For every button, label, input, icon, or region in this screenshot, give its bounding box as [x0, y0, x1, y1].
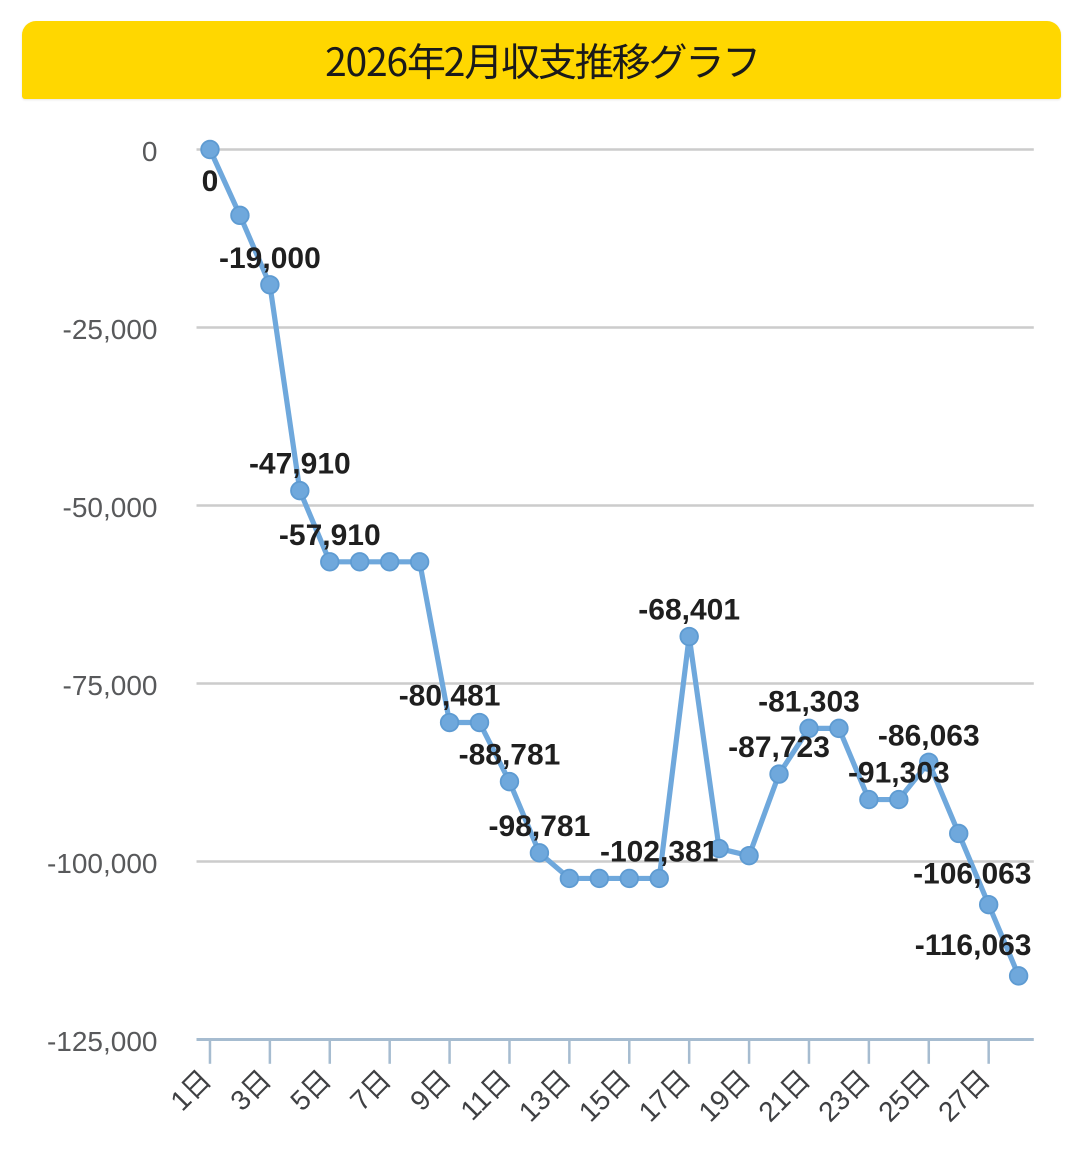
x-tick-label: 7: [344, 1069, 391, 1117]
data-point[interactable]: [290, 480, 310, 501]
x-tick-label: 21: [752, 1069, 810, 1128]
data-point[interactable]: [619, 868, 639, 889]
data-line: [207, 146, 1022, 979]
data-point[interactable]: [589, 868, 610, 889]
data-labels: 0 -19,000 -47,910 -57,910 -80,481 -88,781 -98,…: [202, 165, 1032, 962]
data-point[interactable]: [350, 552, 370, 572]
data-point[interactable]: [230, 205, 250, 226]
x-tick-label-suffix: [361, 1069, 391, 1100]
x-tick-label-suffix: [480, 1069, 511, 1100]
x-tick-label-suffix: [900, 1069, 930, 1100]
y-tick-label: -75,000: [63, 670, 158, 701]
x-tick-label-suffix: [420, 1069, 451, 1100]
data-point[interactable]: [829, 718, 849, 739]
chart-title: [326, 43, 756, 80]
data-point[interactable]: [1008, 966, 1029, 986]
x-tick-label-suffix: [301, 1069, 331, 1100]
data-label: -68,401: [638, 594, 740, 627]
data-label: -91,303: [848, 757, 950, 790]
x-tick-label: 25: [872, 1069, 930, 1128]
svg-text:3: 3: [224, 1084, 257, 1117]
data-label: -116,063: [915, 929, 1032, 962]
x-tick-label: 27: [932, 1069, 990, 1128]
data-label: -88,781: [459, 739, 561, 772]
data-point[interactable]: [320, 552, 340, 572]
y-tick-label: -50,000: [63, 492, 158, 523]
x-tick-label: 17: [633, 1069, 691, 1128]
data-point[interactable]: [559, 868, 580, 889]
y-tick-label: -25,000: [63, 314, 158, 345]
x-tick-label: 23: [812, 1069, 870, 1128]
x-tick-label: 15: [573, 1069, 631, 1128]
x-tick-label-suffix: [720, 1069, 751, 1100]
data-point[interactable]: [200, 139, 220, 160]
data-label: -106,063: [913, 858, 1031, 891]
y-tick-label: -125,000: [47, 1026, 158, 1057]
data-points: [200, 139, 1029, 986]
data-point[interactable]: [439, 712, 460, 733]
data-point[interactable]: [679, 626, 699, 647]
chart-title-bar: [21, 21, 1061, 99]
data-label: -86,063: [878, 719, 980, 752]
y-tick-label: -100,000: [47, 848, 158, 879]
x-tick-label-suffix: [780, 1069, 810, 1100]
x-tick-label-suffix: [840, 1069, 870, 1100]
x-tick-label: 9: [404, 1069, 451, 1117]
data-point[interactable]: [769, 764, 789, 784]
data-label: -57,910: [279, 519, 381, 552]
x-tick-label-suffix: [241, 1069, 271, 1100]
x-tick-label-suffix: [540, 1069, 571, 1100]
svg-text:1: 1: [164, 1084, 197, 1117]
data-label: -81,303: [758, 685, 860, 718]
data-label: -47,910: [249, 448, 351, 481]
data-label: -87,723: [728, 731, 830, 764]
data-point[interactable]: [379, 552, 400, 572]
data-label: -102,381: [600, 835, 718, 868]
data-point[interactable]: [949, 823, 969, 844]
x-axis: [196, 1038, 1034, 1064]
data-label: 0: [202, 165, 219, 198]
data-point[interactable]: [919, 752, 939, 772]
data-point[interactable]: [739, 845, 759, 866]
x-tick-label: 19: [693, 1069, 751, 1128]
svg-text:9: 9: [404, 1084, 437, 1117]
data-point[interactable]: [260, 275, 280, 295]
y-axis-labels: 0 -25,000 -50,000 -75,000 -100,000 -125,000: [47, 136, 158, 1057]
data-point[interactable]: [889, 789, 909, 810]
data-point[interactable]: [709, 838, 729, 859]
x-tick-label: 11: [454, 1069, 511, 1126]
x-tick-label: 5: [284, 1069, 331, 1117]
svg-text:5: 5: [284, 1084, 317, 1117]
gridlines: [196, 148, 1034, 863]
data-point[interactable]: [499, 771, 520, 792]
data-label: -98,781: [489, 810, 591, 843]
data-point[interactable]: [469, 712, 490, 733]
x-tick-label: 1: [164, 1069, 211, 1117]
data-point[interactable]: [409, 552, 430, 572]
data-point[interactable]: [529, 843, 550, 863]
x-tick-label-suffix: [960, 1069, 990, 1100]
data-label: -19,000: [219, 242, 321, 275]
data-point[interactable]: [649, 868, 669, 889]
x-axis-labels: 1 3 5 7 9 11 13 15 17 19 21 23 25 27: [164, 1069, 990, 1128]
x-tick-label: 13: [513, 1069, 571, 1128]
x-tick-label-suffix: [600, 1069, 631, 1100]
x-tick-label: 3: [224, 1069, 271, 1117]
y-tick-label: 0: [142, 136, 158, 167]
data-point[interactable]: [799, 718, 819, 739]
data-point[interactable]: [859, 789, 879, 810]
data-label: -80,481: [399, 680, 501, 713]
svg-text:7: 7: [344, 1084, 377, 1117]
x-tick-label-suffix: [660, 1069, 691, 1100]
chart-title-text: [326, 43, 756, 80]
x-tick-label-suffix: [181, 1069, 211, 1100]
data-point[interactable]: [978, 894, 999, 915]
